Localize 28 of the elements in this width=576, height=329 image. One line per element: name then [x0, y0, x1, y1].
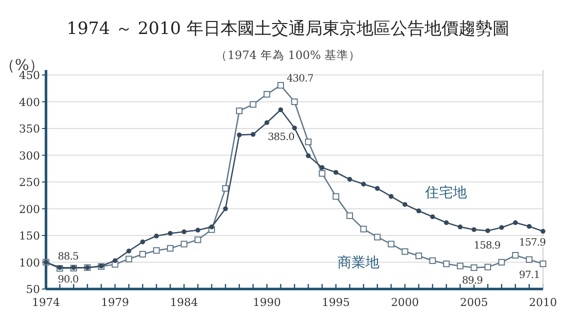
x-tick-label: 2005 [460, 296, 488, 309]
annotation: 157.9 [519, 237, 546, 248]
series-label: 住宅地 [424, 184, 467, 201]
y-tick-label: 50 [26, 283, 40, 296]
y-tick-label: 350 [19, 122, 40, 136]
annotation: 89.9 [462, 276, 483, 287]
chart-title: 1974 ～ 2010 年日本國土交通局東京地區公告地價趨勢圖 [66, 19, 510, 39]
annotation: 90.0 [58, 274, 79, 286]
annotation: 430.7 [286, 73, 314, 84]
y-tick-label: 300 [19, 149, 40, 162]
x-tick-label: 1974 [32, 296, 60, 309]
y-tick-label: 250 [19, 176, 40, 189]
x-tick-label: 1995 [322, 296, 350, 309]
y-tick-label: 150 [19, 230, 40, 242]
x-tick-label: 1979 [101, 296, 130, 309]
chart-subtitle: （1974 年為 100% 基準） [215, 48, 361, 62]
y-tick-label: 400 [19, 96, 40, 109]
y-tick-label: 200 [19, 202, 40, 216]
annotation: 158.9 [474, 240, 500, 252]
x-tick-label: 2010 [529, 296, 557, 309]
series-label: 商業地 [337, 255, 380, 272]
x-tick-label: 1990 [252, 296, 281, 309]
annotation: 385.0 [268, 132, 294, 143]
annotation: 97.1 [519, 270, 540, 281]
x-tick-label: 1984 [170, 296, 198, 309]
x-tick-label: 2000 [390, 296, 419, 309]
y-tick-label: 100 [19, 256, 40, 270]
annotation: 88.5 [58, 251, 79, 262]
